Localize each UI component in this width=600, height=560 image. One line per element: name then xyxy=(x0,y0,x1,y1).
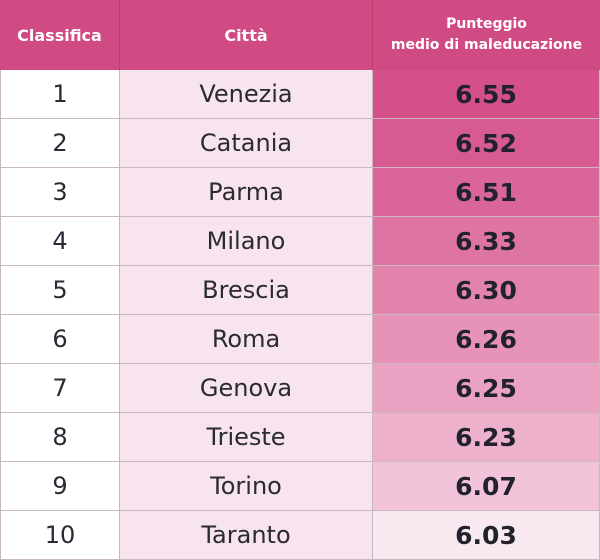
city-cell: Roma xyxy=(120,315,373,364)
header-score-line2: medio di maleducazione xyxy=(390,37,583,53)
header-rank: Classifica xyxy=(0,0,120,70)
city-cell: Parma xyxy=(120,168,373,217)
rank-cell: 9 xyxy=(0,462,120,511)
score-cell: 6.26 xyxy=(373,315,600,364)
score-cell: 6.03 xyxy=(373,511,600,560)
score-cell: 6.30 xyxy=(373,266,600,315)
score-cell: 6.51 xyxy=(373,168,600,217)
header-rank-label: Classifica xyxy=(17,25,102,45)
rank-cell: 10 xyxy=(0,511,120,560)
score-cell: 6.23 xyxy=(373,413,600,462)
rank-cell: 1 xyxy=(0,70,120,119)
city-cell: Taranto xyxy=(120,511,373,560)
score-cell: 6.25 xyxy=(373,364,600,413)
rank-cell: 8 xyxy=(0,413,120,462)
header-city: Città xyxy=(120,0,373,70)
header-city-label: Città xyxy=(224,25,268,45)
score-cell: 6.52 xyxy=(373,119,600,168)
header-score-line1: Punteggio xyxy=(446,16,527,32)
rank-cell: 4 xyxy=(0,217,120,266)
city-cell: Venezia xyxy=(120,70,373,119)
city-cell: Trieste xyxy=(120,413,373,462)
city-cell: Brescia xyxy=(120,266,373,315)
header-score: Punteggio medio di maleducazione xyxy=(373,0,600,70)
city-cell: Milano xyxy=(120,217,373,266)
rank-cell: 7 xyxy=(0,364,120,413)
rank-cell: 6 xyxy=(0,315,120,364)
score-cell: 6.55 xyxy=(373,70,600,119)
score-cell: 6.07 xyxy=(373,462,600,511)
rank-cell: 3 xyxy=(0,168,120,217)
city-cell: Torino xyxy=(120,462,373,511)
city-cell: Genova xyxy=(120,364,373,413)
rank-cell: 2 xyxy=(0,119,120,168)
city-cell: Catania xyxy=(120,119,373,168)
rank-cell: 5 xyxy=(0,266,120,315)
score-cell: 6.33 xyxy=(373,217,600,266)
